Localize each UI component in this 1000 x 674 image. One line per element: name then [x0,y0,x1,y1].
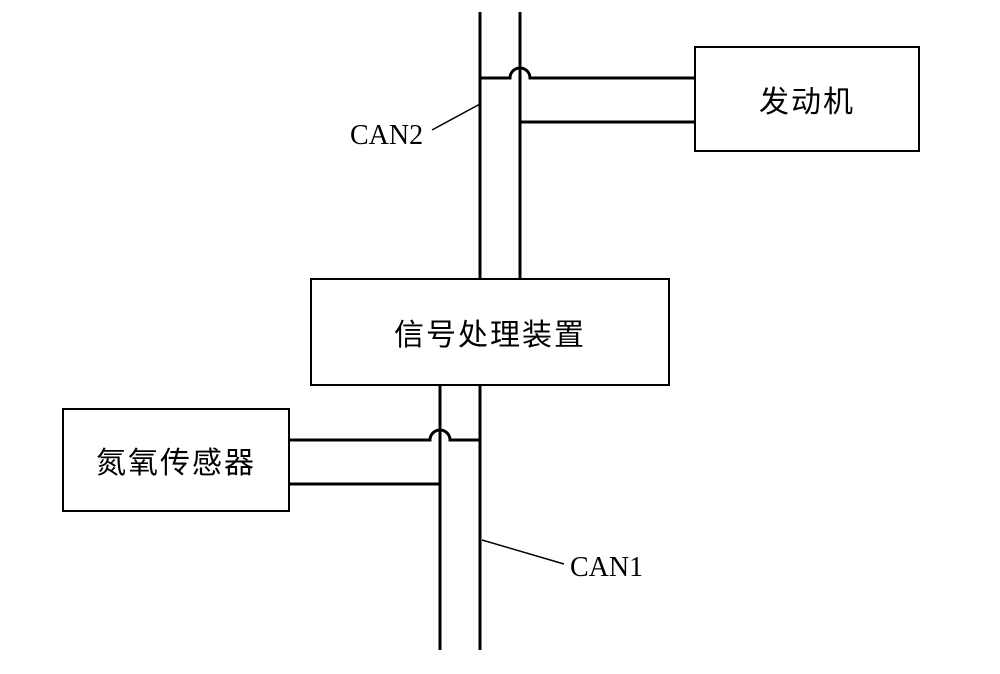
diagram-stage: 发动机 信号处理装置 氮氧传感器 CAN2 CAN1 [0,0,1000,674]
can1-label: CAN1 [570,552,643,584]
signal-processor-box: 信号处理装置 [310,278,670,386]
signal-processor-label: 信号处理装置 [394,310,586,354]
engine-box: 发动机 [694,46,920,152]
nox-sensor-box: 氮氧传感器 [62,408,290,512]
nox-sensor-label: 氮氧传感器 [96,438,256,482]
can2-label: CAN2 [350,120,423,152]
engine-label: 发动机 [759,77,855,121]
